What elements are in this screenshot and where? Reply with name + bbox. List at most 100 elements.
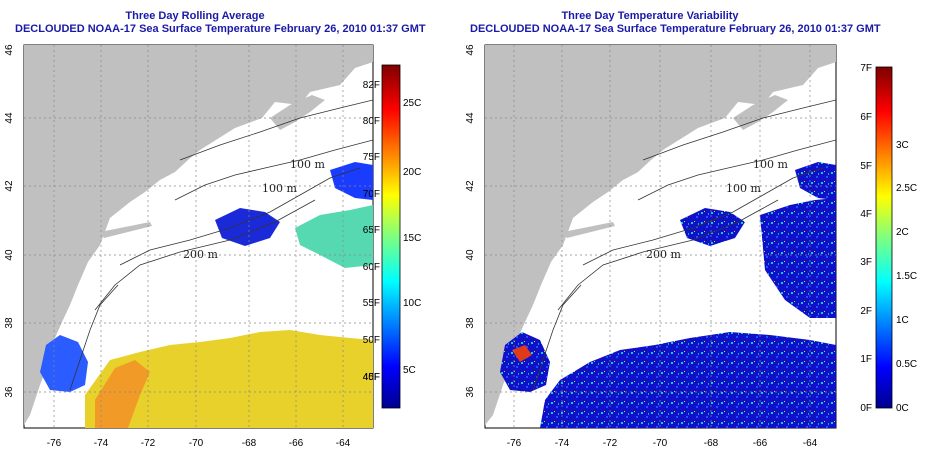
right-cb-f-label: 0F: [860, 403, 872, 414]
left-x-tick: -66: [289, 438, 304, 449]
left-cb-f-label: 65F: [363, 225, 380, 236]
right-cb-c-label: 1.5C: [896, 271, 917, 282]
left-isobath-label-1: 100 m: [290, 158, 325, 171]
left-cb-c-label: 25C: [403, 98, 421, 109]
right-cb-f-label: 7F: [860, 63, 872, 74]
right-title-line1: Three Day Temperature Variability: [561, 10, 739, 22]
right-cb-f-label: 2F: [860, 306, 872, 317]
right-map: 100 m 100 m 200 m -76 -74 -72 -70 -68 -6…: [465, 44, 837, 449]
left-isobaths: [69, 99, 373, 391]
right-var-hot: [512, 345, 532, 362]
right-cb-f-label: 4F: [860, 209, 872, 220]
right-isobath-label-3: 200 m: [646, 248, 681, 261]
right-isobaths: [532, 99, 836, 391]
right-x-tick: -70: [653, 438, 668, 449]
left-y-tick: 38: [4, 317, 15, 329]
right-x-tick: -76: [507, 438, 522, 449]
left-cb-c-label: 10C: [403, 298, 421, 309]
left-x-tick: -64: [336, 438, 351, 449]
right-land-mass: [485, 45, 836, 425]
left-cb-f-label: 70F: [363, 189, 380, 200]
right-x-tick: -74: [555, 438, 570, 449]
right-y-tick: 36: [465, 386, 476, 398]
right-y-tick: 44: [465, 112, 476, 124]
left-sst-cold-coast: [40, 335, 88, 392]
left-graticule: [24, 45, 373, 428]
left-x-tick: -68: [242, 438, 257, 449]
left-map: 100 m 100 m 200 m -76 -74 -72 -70 -68 -6…: [4, 44, 374, 449]
left-colorbar: 80F 75F 70F 65F 60F 55F 50F 45F 40F 25C …: [363, 64, 421, 409]
left-title-line1: Three Day Rolling Average: [125, 10, 265, 22]
left-long-island: [100, 222, 152, 238]
right-x-axis: -76 -74 -72 -70 -68 -66 -64: [507, 438, 818, 449]
left-x-tick: -72: [141, 438, 156, 449]
right-cb-c-label: 2.5C: [896, 183, 917, 194]
left-y-axis: 46 44 42 40 38 36: [4, 44, 15, 398]
left-y-tick: 40: [4, 249, 15, 261]
left-sst-cyan: [295, 205, 373, 268]
left-cb-c-label: 20C: [403, 167, 421, 178]
left-y-tick: 46: [4, 44, 15, 56]
right-graticule: [485, 45, 836, 428]
right-y-tick: 42: [465, 180, 476, 192]
left-sst-warm: [85, 330, 373, 428]
right-isobath-label-1: 100 m: [753, 158, 788, 171]
right-var-shelf: [680, 208, 745, 246]
right-cb-c-label: 0C: [896, 403, 909, 414]
right-y-tick: 46: [465, 44, 476, 56]
right-var-gulf-of-maine: [795, 162, 836, 200]
left-y-tick: 36: [4, 386, 15, 398]
left-isobath-label-2: 100 m: [262, 182, 297, 195]
left-x-axis: -76 -74 -72 -70 -68 -66 -64: [47, 438, 351, 449]
right-y-axis: 46 44 42 40 38 36: [465, 44, 476, 398]
left-cb-f-label: 50F: [363, 335, 380, 346]
right-x-tick: -64: [803, 438, 818, 449]
right-cb-c-label: 1C: [896, 315, 909, 326]
right-cb-f-label: 5F: [860, 161, 872, 172]
left-isobath-label-3: 200 m: [183, 248, 218, 261]
left-y-tick: 44: [4, 112, 15, 124]
right-title-line2: DECLOUDED NOAA-17 Sea Surface Temperatur…: [470, 23, 881, 35]
right-isobath-label-2: 100 m: [726, 182, 761, 195]
left-x-tick: -70: [189, 438, 204, 449]
left-x-tick: -74: [94, 438, 109, 449]
right-cb-f-label: 3F: [860, 257, 872, 268]
left-cb-c-label: 15C: [403, 233, 421, 244]
right-x-tick: -72: [603, 438, 618, 449]
right-cb-f-label: 1F: [860, 354, 872, 365]
right-nova-scotia: [733, 95, 788, 130]
left-y-tick: 42: [4, 180, 15, 192]
left-sst-cold-shelf: [215, 208, 280, 246]
right-x-tick: -68: [704, 438, 719, 449]
left-title: Three Day Rolling Average DECLOUDED NOAA…: [15, 10, 426, 36]
right-title: Three Day Temperature Variability DECLOU…: [470, 10, 881, 36]
right-cb-c-label: 3C: [896, 140, 909, 151]
right-colorbar: 7F 6F 5F 4F 3F 2F 1F 0F 3C 2.5C 2C 1.5C …: [860, 63, 917, 414]
right-y-tick: 38: [465, 317, 476, 329]
left-cb-c-label: 5C: [403, 365, 416, 376]
left-cb-f-label: 75F: [363, 152, 380, 163]
right-y-tick: 40: [465, 249, 476, 261]
left-x-tick: -76: [47, 438, 62, 449]
left-sst-orange: [95, 360, 150, 428]
left-colorbar-ramp: [381, 64, 401, 409]
left-title-line2: DECLOUDED NOAA-17 Sea Surface Temperatur…: [15, 23, 426, 35]
left-cb-f-label: 60F: [363, 262, 380, 273]
right-var-south: [540, 332, 836, 428]
right-cb-c-label: 2C: [896, 227, 909, 238]
right-long-island: [563, 222, 615, 238]
right-x-tick: -66: [753, 438, 768, 449]
right-colorbar-ramp: [875, 66, 893, 409]
left-cb-f-label: 40F: [363, 372, 380, 383]
right-cb-c-label: 0.5C: [896, 359, 917, 370]
left-land-mass: [24, 45, 373, 425]
left-cb-f-top: 82F: [363, 80, 380, 91]
right-cb-f-label: 6F: [860, 112, 872, 123]
left-cb-f-label: 80F: [363, 116, 380, 127]
right-var-east: [760, 198, 836, 318]
left-cb-f-label: 55F: [363, 298, 380, 309]
left-sst-gulf-of-maine: [330, 162, 373, 200]
left-nova-scotia: [270, 95, 325, 130]
left-cb-f-label: 45F: [363, 372, 380, 383]
